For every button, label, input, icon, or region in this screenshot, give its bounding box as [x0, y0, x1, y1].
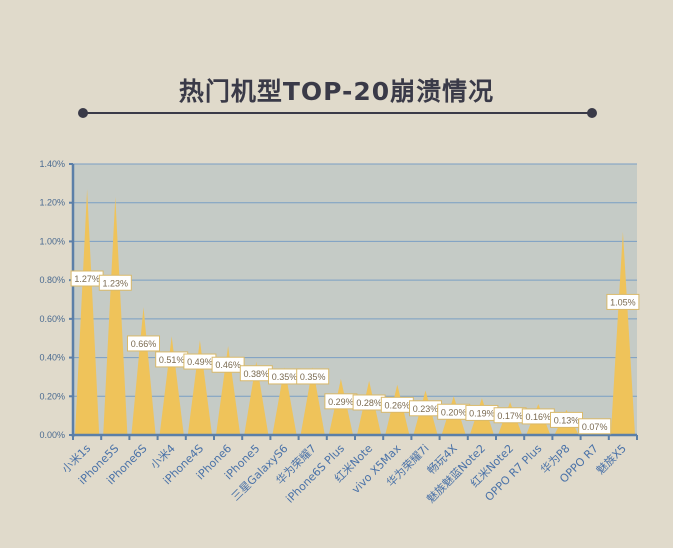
y-tick-label: 0.00%: [39, 430, 65, 440]
bar-spike: [300, 367, 325, 435]
data-label: 0.26%: [385, 400, 411, 410]
data-label-box: [98, 274, 132, 291]
data-label: 1.05%: [610, 297, 636, 307]
divider-dot-left: [78, 108, 88, 118]
data-label: 0.51%: [159, 355, 185, 365]
bar-spike: [610, 231, 635, 435]
data-label: 0.19%: [469, 408, 495, 418]
data-label-box: [211, 356, 245, 373]
data-label: 0.35%: [300, 372, 326, 382]
bar-spike: [131, 307, 156, 435]
bar-spike: [216, 345, 241, 435]
data-label: 0.38%: [244, 369, 270, 379]
bar-spike: [103, 196, 128, 435]
data-label-box: [127, 335, 160, 352]
bar-spike: [159, 336, 184, 435]
data-label: 1.27%: [74, 274, 100, 284]
data-label: 0.66%: [131, 339, 157, 349]
data-label-box: [606, 293, 640, 310]
y-tick-label: 0.40%: [39, 353, 65, 363]
title-divider: [83, 112, 592, 114]
bar-spike: [187, 340, 212, 435]
y-tick-label: 0.80%: [39, 275, 65, 285]
data-label: 1.23%: [103, 278, 129, 288]
data-label: 0.49%: [187, 357, 213, 367]
divider-dot-right: [587, 108, 597, 118]
chart-title: 热门机型TOP-20崩溃情况: [178, 77, 495, 106]
data-label: 0.29%: [328, 397, 354, 407]
data-label: 0.17%: [497, 411, 523, 421]
data-label: 0.23%: [413, 404, 439, 414]
data-label-box: [296, 368, 330, 385]
data-label-box: [578, 418, 612, 435]
y-tick-label: 1.00%: [39, 236, 65, 246]
y-tick-label: 1.40%: [39, 159, 65, 169]
data-label: 0.07%: [582, 422, 608, 432]
bar-spike: [272, 367, 297, 435]
y-tick-label: 1.20%: [39, 198, 65, 208]
y-tick-label: 0.20%: [39, 391, 65, 401]
x-tick-label: 魅族X5: [593, 441, 629, 477]
data-label: 0.46%: [215, 360, 241, 370]
data-label: 0.16%: [526, 412, 552, 422]
data-label: 0.35%: [272, 372, 298, 382]
bar-spike: [75, 189, 100, 435]
data-label: 0.13%: [554, 415, 580, 425]
bar-spike: [244, 361, 269, 435]
y-tick-label: 0.60%: [39, 314, 65, 324]
data-label: 0.28%: [356, 398, 382, 408]
data-label: 0.20%: [441, 407, 467, 417]
